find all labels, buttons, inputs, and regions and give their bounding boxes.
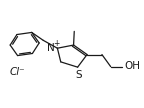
Text: S: S — [75, 70, 82, 80]
Text: N: N — [47, 43, 55, 53]
Text: OH: OH — [125, 61, 141, 71]
Text: Cl⁻: Cl⁻ — [10, 67, 25, 77]
Text: +: + — [54, 39, 60, 48]
